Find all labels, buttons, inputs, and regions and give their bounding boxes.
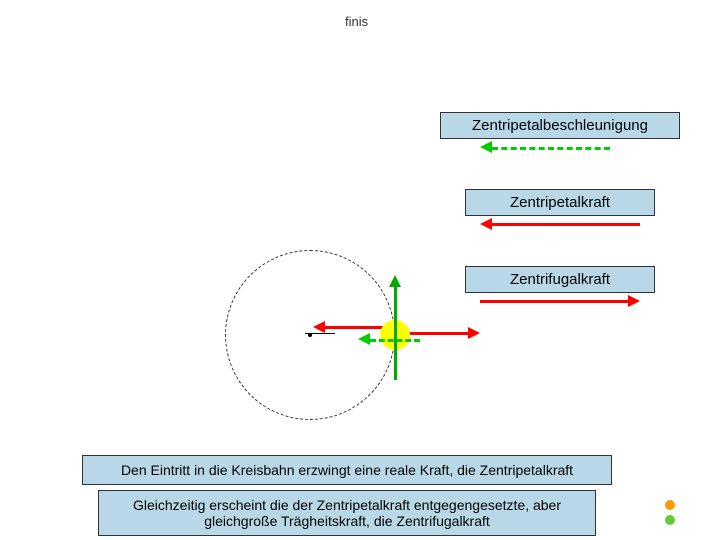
diagram-velocity-arrow [394, 287, 397, 380]
textbox-2: Gleichzeitig erscheint die der Zentripet… [98, 490, 596, 536]
diagram-centripetal-head [313, 321, 325, 333]
legend-arrow-accel [492, 147, 610, 150]
legend-arrow-centripetal [492, 223, 640, 226]
diagram-centrifugal-head [468, 327, 480, 339]
radius-tick [305, 333, 335, 334]
dot-orange [665, 500, 675, 510]
legend-arrow-centrifugal [480, 300, 628, 303]
diagram-accel-head [358, 333, 370, 345]
textbox-1: Den Eintritt in die Kreisbahn erzwingt e… [82, 455, 612, 485]
dot-green [665, 515, 675, 525]
diagram-accel-arrow [370, 339, 420, 342]
legend-arrow-centrifugal-head [628, 295, 640, 307]
legend-arrow-centripetal-head [480, 218, 492, 230]
legend-arrow-accel-head [480, 141, 492, 153]
label-acceleration: Zentripetalbeschleunigung [440, 112, 680, 139]
finis-label: finis [345, 14, 368, 29]
label-centripetal: Zentripetalkraft [465, 189, 655, 216]
diagram-velocity-head [389, 275, 401, 287]
label-centrifugal: Zentrifugalkraft [465, 266, 655, 293]
